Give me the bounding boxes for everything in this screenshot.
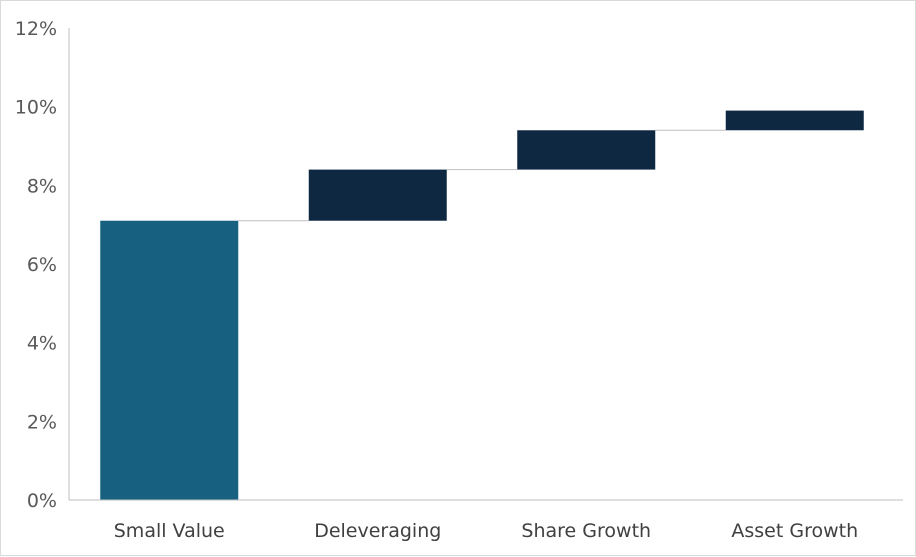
y-tick-label: 0%: [27, 490, 57, 512]
x-category-label: Asset Growth: [731, 520, 858, 542]
bar-share-growth: [517, 130, 656, 170]
x-category-label: Share Growth: [521, 520, 651, 542]
y-axis: 0% 2% 4% 6% 8% 10% 12%: [15, 18, 70, 512]
x-axis: Small Value Deleveraging Share Growth Asset…: [69, 499, 903, 542]
bar-deleveraging: [308, 169, 447, 221]
y-tick-label: 12%: [15, 18, 57, 40]
y-tick-label: 4%: [27, 333, 57, 355]
y-tick-label: 10%: [15, 97, 57, 119]
y-tick-label: 6%: [27, 254, 57, 276]
y-tick-label: 2%: [27, 411, 57, 433]
bars: [100, 110, 864, 500]
x-category-label: Small Value: [114, 520, 225, 542]
x-category-label: Deleveraging: [314, 520, 441, 542]
bar-small-value: [100, 220, 239, 500]
bar-asset-growth: [725, 110, 864, 131]
y-tick-label: 8%: [27, 175, 57, 197]
connectors: [238, 129, 726, 222]
